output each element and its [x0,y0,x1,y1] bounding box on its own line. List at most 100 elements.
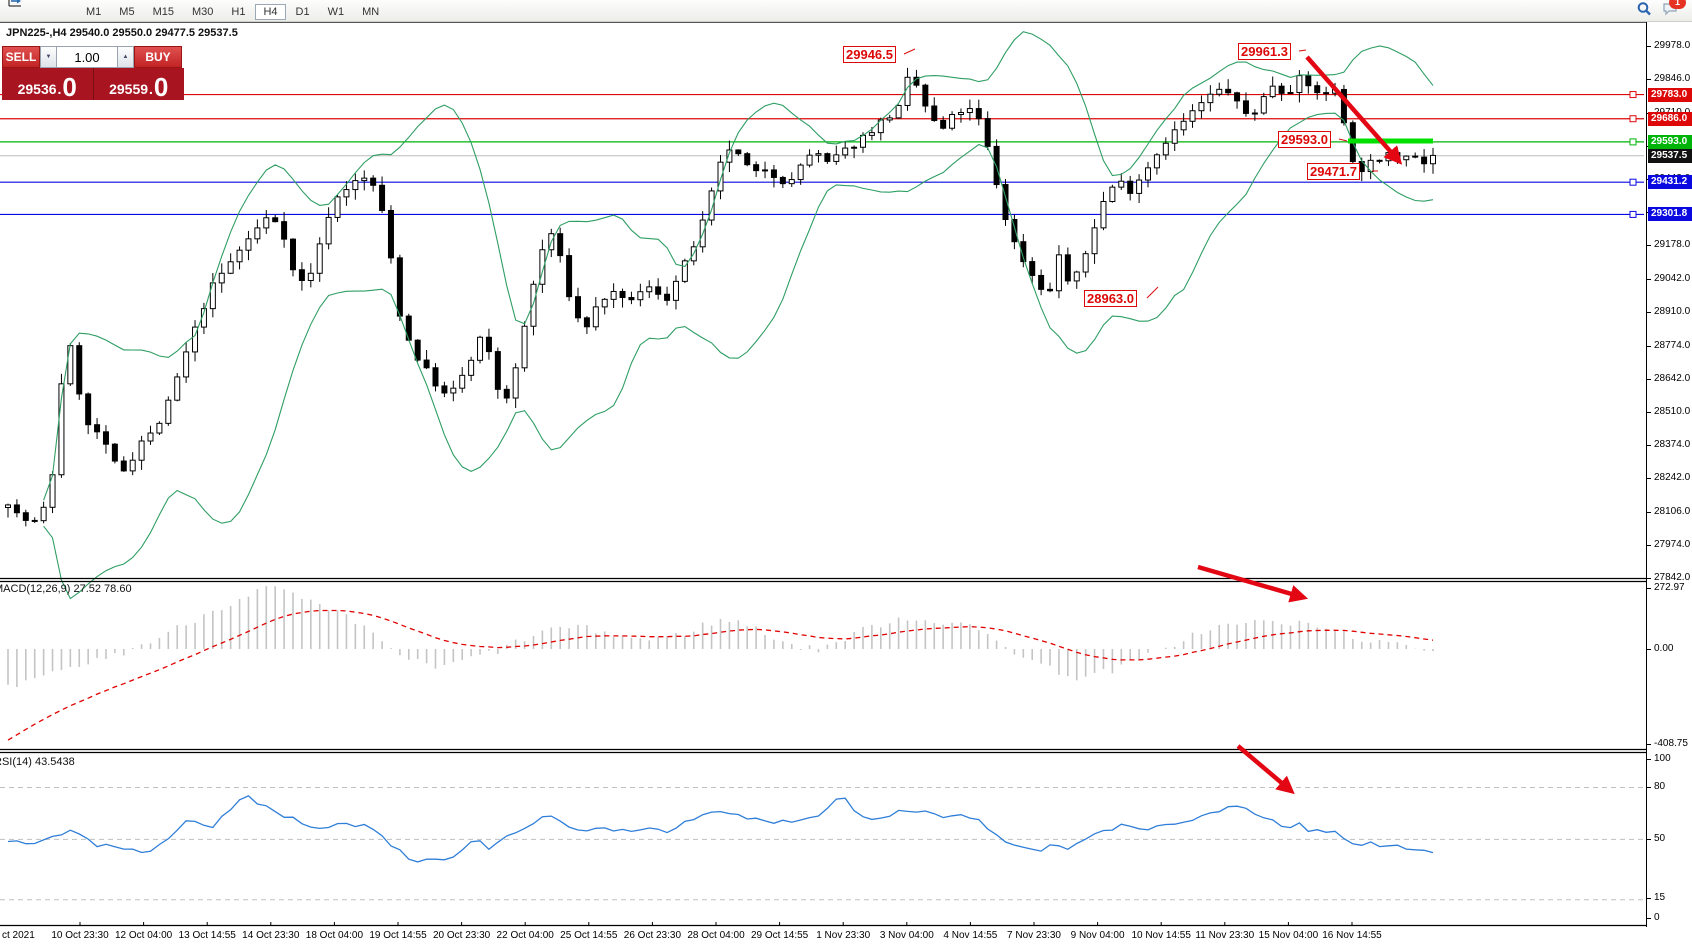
timeframe-m30[interactable]: M30 [191,5,214,18]
timeframe-h1[interactable]: H1 [231,5,246,18]
timeframe-mn[interactable]: MN [362,5,380,18]
timeframe-m5[interactable]: M5 [119,5,135,18]
axis-tick [1647,545,1651,547]
axis-tick [1647,759,1651,760]
sell-price-pip: 0 [62,72,77,102]
price-tick-label: 28642.0 [1654,372,1691,384]
trend-arrow[interactable] [1236,744,1295,795]
axis-tick [1647,649,1651,650]
timeframe-buttons: M1 M5 M15 M30 H1 H4 D1 W1 MN [77,3,388,20]
volume-input[interactable] [57,46,117,68]
timeframe-d1[interactable]: D1 [295,5,310,18]
price-tick-label: 28242.0 [1654,472,1691,484]
time-axis-label: 10 Nov 14:55 [1131,930,1191,941]
symbol-ohlc-line: JPN225-,H4 29540.0 29550.0 29477.5 29537… [6,27,238,39]
time-axis-label: 4 Nov 14:55 [943,930,998,941]
time-axis-label: 28 Oct 04:00 [687,930,745,941]
axis-tick [1647,46,1651,47]
label-leader-line [1298,49,1307,52]
sell-button[interactable]: SELL [2,46,40,68]
auto-scroll-icon[interactable] [4,0,77,11]
time-axis-label: 25 Oct 14:55 [560,930,618,941]
bollinger-band [43,31,1434,501]
axis-tick [1647,588,1651,589]
time-axis-label: 20 Oct 23:30 [432,930,491,941]
macd-axis-label: -408.75 [1654,738,1688,749]
axis-tick [1647,411,1651,413]
axis-tick [1647,512,1651,514]
price-badge: 29537.5 [1648,148,1692,163]
price-tick-label: 29042.0 [1654,273,1691,285]
hline-handle[interactable] [1629,115,1637,123]
axis-tick [1647,279,1651,281]
chat-icon[interactable]: 1 [1662,0,1686,20]
axis-tick [1647,245,1651,247]
trend-arrow[interactable] [1197,564,1309,603]
rsi-pane[interactable] [0,787,1644,901]
price-tick-label: 28910.0 [1654,306,1691,317]
time-axis-label: 13 Oct 14:55 [178,930,236,941]
price-tick-label: 28510.0 [1654,405,1691,417]
hline-handle[interactable] [1629,91,1637,99]
label-leader-line [1338,138,1348,142]
sell-price[interactable]: 29536. 0 [2,68,94,100]
candlesticks [5,67,1436,527]
time-axis-label: 15 Nov 04:00 [1258,930,1319,941]
buy-price-dot: . [149,81,153,97]
time-axis-label: 11 Nov 23:30 [1195,930,1255,941]
trend-arrow[interactable] [1305,55,1403,165]
price-annotation-label[interactable]: 29471.7 [1307,163,1360,180]
time-axis-label: 3 Nov 04:00 [879,930,934,941]
time-axis-label: 7 Nov 23:30 [1007,930,1061,941]
support-zone-highlight[interactable] [1348,138,1433,144]
macd-axis-label: 272.97 [1654,582,1685,593]
timeframe-m1[interactable]: M1 [86,5,102,18]
time-axis-label: 26 Oct 23:30 [623,930,682,941]
time-axis-label: 9 Nov 04:00 [1070,930,1125,941]
rsi-axis-label: 80 [1654,781,1666,792]
timeframe-w1[interactable]: W1 [327,5,345,18]
axis-tick [1647,744,1651,745]
search-icon[interactable] [1636,1,1652,20]
price-tick-label: 28106.0 [1654,506,1691,518]
time-axis-label: 19 Oct 14:55 [369,930,427,941]
axis-tick [1647,378,1651,380]
hline-handle[interactable] [1629,210,1637,218]
price-annotation-label[interactable]: 28963.0 [1084,290,1137,307]
time-axis-label: ct 2021 [2,930,35,941]
price-tick-label: 29978.0 [1654,40,1691,51]
hline-handle[interactable] [1629,138,1637,146]
price-annotation-label[interactable]: 29593.0 [1278,131,1331,148]
price-tick-label: 29846.0 [1654,72,1691,84]
volume-increase-button[interactable]: ▲ [117,46,134,68]
buy-price[interactable]: 29559. 0 [94,68,185,100]
rsi-axis-label: 100 [1654,753,1671,764]
time-axis-label: 16 Nov 14:55 [1322,930,1382,941]
chart-plot[interactable] [0,22,1646,927]
time-axis-label: 1 Nov 23:30 [816,930,871,941]
time-axis-label: 10 Oct 23:30 [51,930,109,941]
price-annotation-label[interactable]: 29946.5 [843,46,896,63]
volume-decrease-button[interactable]: ▼ [40,46,57,68]
bollinger-band [43,112,1434,600]
rsi-line [7,795,1434,863]
timeframe-h4[interactable]: H4 [255,3,286,20]
hline-handle[interactable] [1629,178,1637,186]
rsi-axis-label: 50 [1654,833,1666,844]
price-tick-label: 29178.0 [1654,239,1691,251]
timeframe-m15[interactable]: M15 [152,5,174,18]
buy-price-main: 29559 [109,81,149,97]
price-axis[interactable]: 29978.029846.029710.029578.029442.029310… [1646,22,1692,927]
time-axis-label: 18 Oct 04:00 [305,930,364,941]
time-axis[interactable]: ct 2021 10 Oct 23:30 12 Oct 04:00 13 Oct 14… [0,927,1646,945]
macd-pane[interactable] [7,586,1434,741]
sell-price-main: 29536 [17,81,57,97]
axis-tick [1647,898,1651,899]
autoscroll-glyph [8,0,21,7]
axis-tick [1647,445,1651,447]
rsi-axis-label: 0 [1654,912,1660,923]
price-badge: 29431.2 [1648,175,1692,190]
price-annotation-label[interactable]: 29961.3 [1238,43,1291,60]
buy-button[interactable]: BUY [134,46,182,68]
axis-tick [1647,918,1651,919]
